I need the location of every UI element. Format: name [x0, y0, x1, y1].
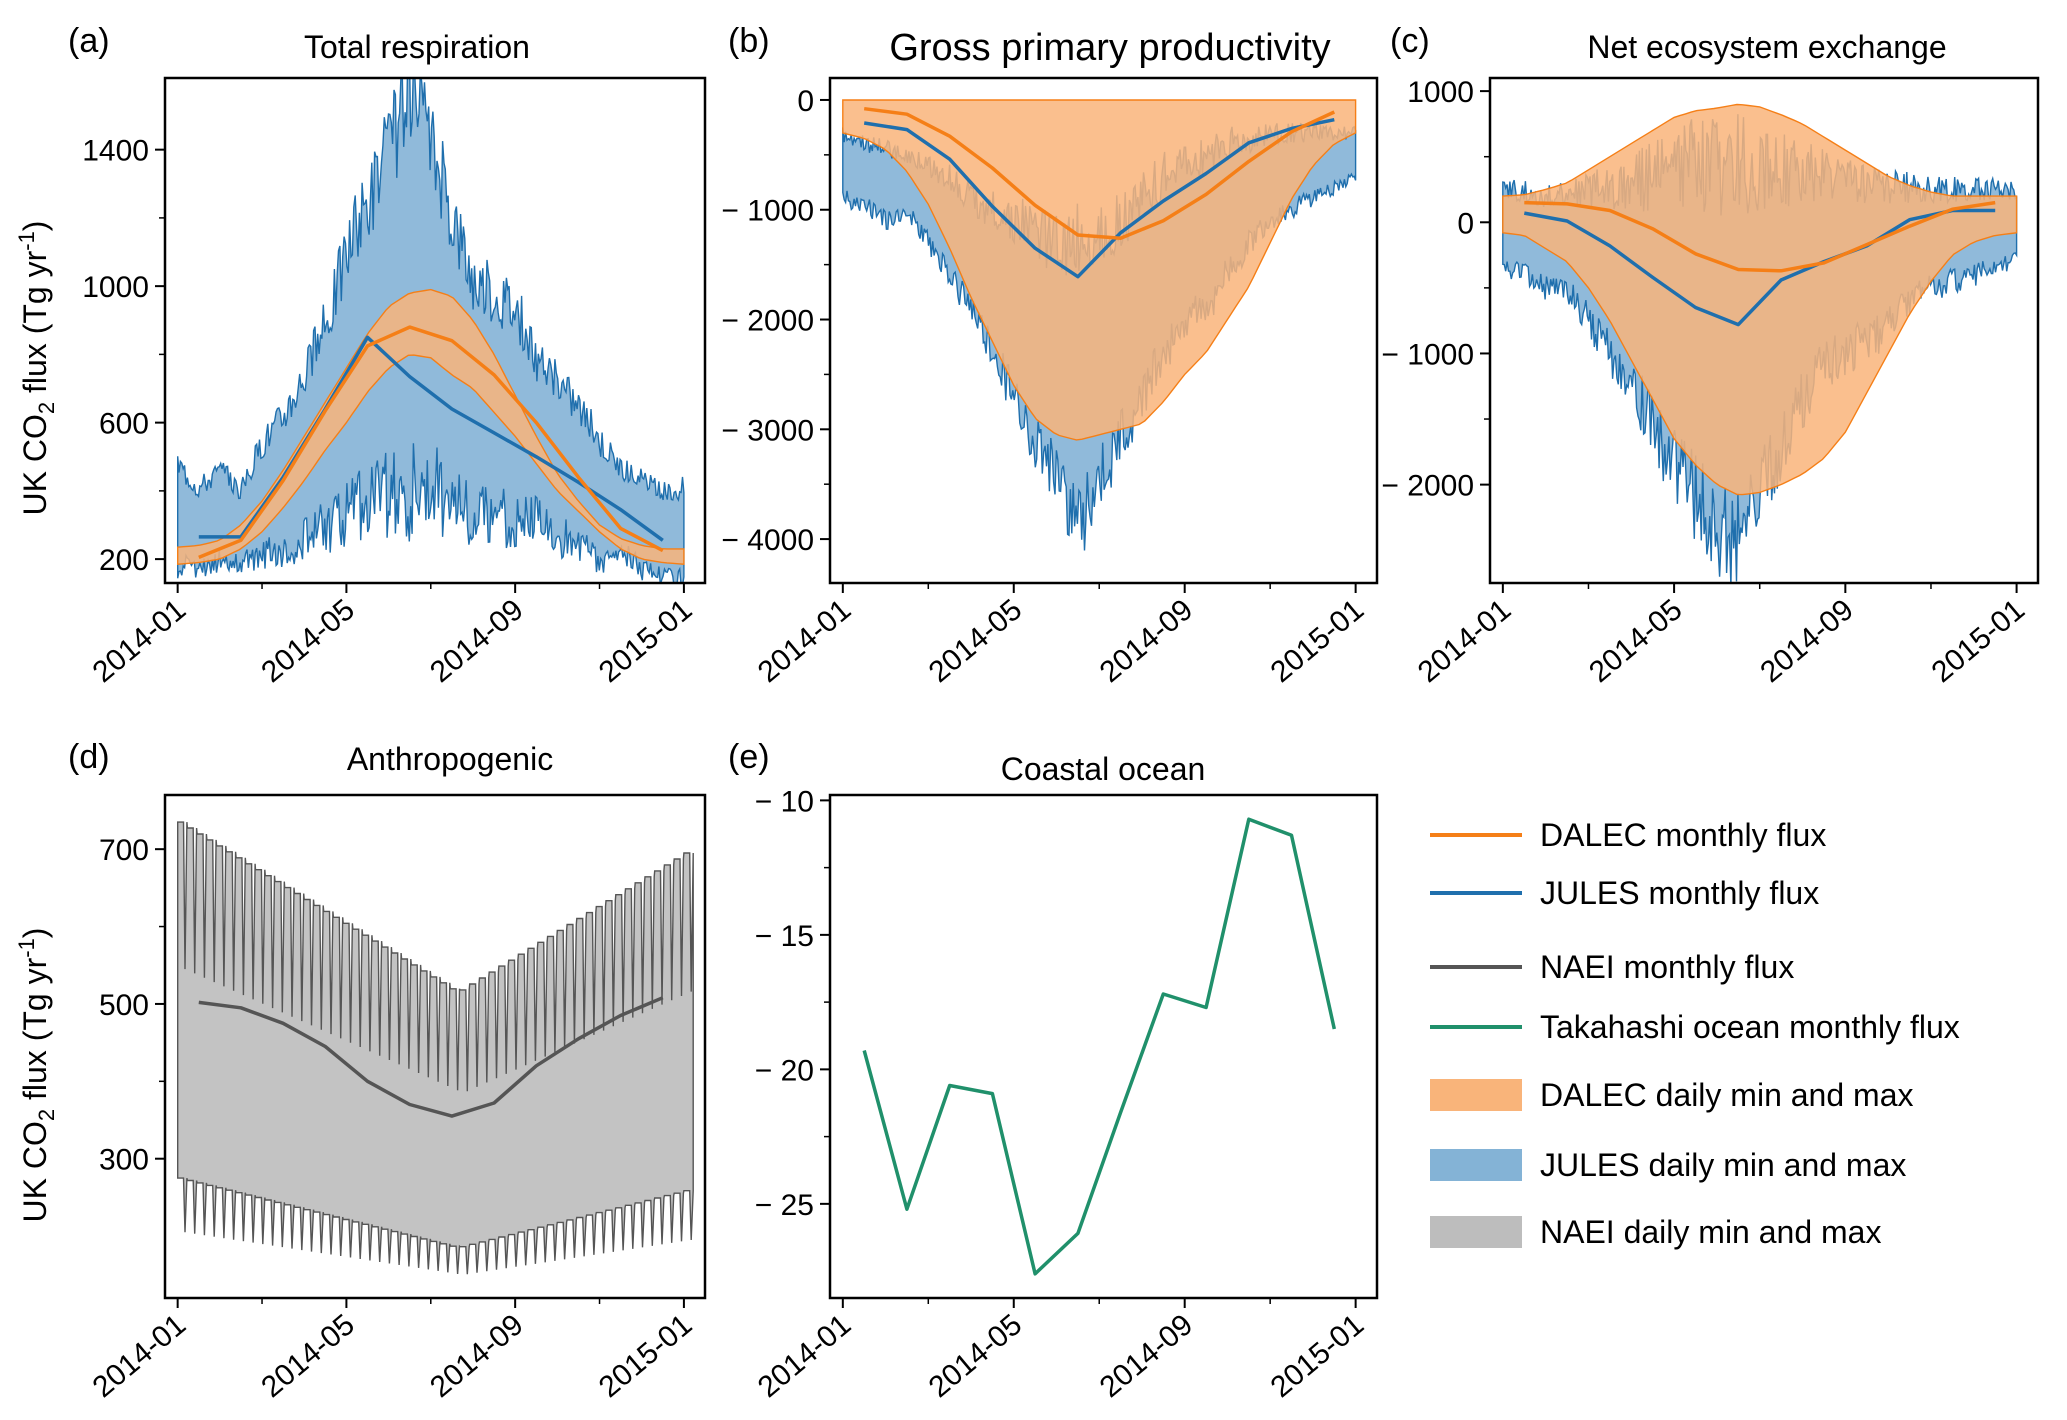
xtick-label-a: 2014-05 — [255, 593, 361, 689]
x-axis-e: 2014-01 2014-05 2014-09 2015-01 — [752, 1298, 1370, 1404]
series-jules-monthly-flux — [863, 117, 1335, 279]
xtick-label-c: 2015-01 — [1926, 593, 2032, 689]
plot-area-e — [862, 817, 1337, 1276]
xtick-label-c: 2014-09 — [1754, 593, 1860, 689]
ytick-label-e: − 10 — [755, 785, 814, 818]
panel-label-b: (b) — [728, 22, 770, 60]
title-b: Gross primary productivity — [889, 27, 1330, 69]
plot-area-c — [1502, 103, 2018, 583]
series-dalec-monthly-flux — [198, 325, 664, 560]
ytick-label-e: − 20 — [755, 1054, 814, 1087]
ytick-label-a: 200 — [99, 544, 149, 577]
x-axis-a: 2014-01 2014-05 2014-09 2015-01 — [87, 583, 699, 689]
legend-patch-6 — [1430, 1216, 1522, 1248]
xtick-label-a: 2014-09 — [424, 593, 530, 689]
frame-e — [828, 793, 1379, 1300]
legend-label-2: NAEI monthly flux — [1540, 949, 1794, 985]
ylabel-d: UK CO2 flux (Tg yr-1) — [14, 928, 59, 1223]
y-axis-b: 0 − 1000 − 2000 − 3000 − 4000 — [721, 85, 830, 557]
xtick-label-b: 2014-05 — [923, 593, 1029, 689]
xtick-label-e: 2014-09 — [1094, 1308, 1200, 1404]
ytick-label-a: 600 — [99, 408, 149, 441]
ytick-label-e: − 25 — [755, 1189, 814, 1222]
xtick-label-e: 2014-05 — [923, 1308, 1029, 1404]
panel-label-c: (c) — [1390, 22, 1430, 60]
xtick-label-a: 2015-01 — [593, 593, 699, 689]
ytick-label-c: 1000 — [1407, 76, 1474, 109]
legend-label-3: Takahashi ocean monthly flux — [1540, 1009, 1960, 1045]
series-takahashi-ocean-monthly-flux — [862, 817, 1337, 1276]
ytick-label-e: − 15 — [755, 920, 814, 953]
xtick-label-e: 2015-01 — [1265, 1308, 1371, 1404]
band-naei-daily-min-and-max — [177, 821, 694, 1275]
y-axis-a: 200 600 1000 1400 — [82, 135, 165, 577]
xtick-label-c: 2014-05 — [1583, 593, 1689, 689]
legend-patch-4 — [1430, 1079, 1522, 1111]
ytick-label-a: 1000 — [82, 271, 149, 304]
ytick-label-a: 1400 — [82, 135, 149, 168]
panel-label-d: (d) — [68, 738, 110, 776]
ylabel-a: UK CO2 flux (Tg yr-1) — [14, 221, 59, 516]
panel-label-a: (a) — [68, 22, 110, 60]
panel-d: 300 500 700 2014-01 2014-05 2014-09 2015-01 — [87, 793, 707, 1404]
panel-a: 200 600 1000 1400 2014-01 2014-05 2014-09 2015-… — [82, 76, 707, 689]
x-axis-c: 2014-01 2014-05 2014-09 2015-01 — [1412, 583, 2031, 689]
frame-a — [163, 76, 707, 585]
title-e: Coastal ocean — [1001, 751, 1206, 787]
y-axis-c: 1000 0 − 1000 − 2000 — [1381, 76, 1490, 503]
series-jules-monthly-flux — [1523, 208, 1996, 327]
ytick-label-d: 300 — [99, 1144, 149, 1177]
ytick-label-d: 500 — [99, 989, 149, 1022]
ytick-label-b: − 2000 — [721, 305, 814, 338]
ytick-label-c: − 2000 — [1381, 470, 1474, 503]
xtick-label-b: 2015-01 — [1265, 593, 1371, 689]
ytick-label-b: 0 — [797, 85, 814, 118]
xtick-label-d: 2014-09 — [424, 1308, 530, 1404]
xtick-label-d: 2015-01 — [593, 1308, 699, 1404]
plot-area-d — [177, 821, 694, 1275]
xtick-label-e: 2014-01 — [752, 1308, 858, 1404]
xtick-label-d: 2014-05 — [255, 1308, 361, 1404]
panel-label-e: (e) — [728, 738, 770, 776]
ytick-label-c: 0 — [1457, 207, 1474, 240]
legend-label-1: JULES monthly flux — [1540, 875, 1819, 911]
ytick-label-b: − 3000 — [721, 414, 814, 447]
legend-patch-5 — [1430, 1149, 1522, 1181]
frame-b — [828, 76, 1379, 585]
legend-label-6: NAEI daily min and max — [1540, 1214, 1881, 1250]
series-dalec-monthly-flux — [863, 106, 1336, 241]
title-c: Net ecosystem exchange — [1587, 29, 1946, 65]
ytick-label-b: − 1000 — [721, 195, 814, 228]
x-axis-b: 2014-01 2014-05 2014-09 2015-01 — [752, 583, 1370, 689]
ytick-label-d: 700 — [99, 834, 149, 867]
plot-area-a — [177, 78, 685, 583]
title-d: Anthropogenic — [347, 741, 553, 777]
band-dalec-daily-min-and-max — [1502, 103, 2018, 496]
xtick-label-b: 2014-09 — [1094, 593, 1200, 689]
plot-area-b — [842, 99, 1357, 551]
xtick-label-b: 2014-01 — [752, 593, 858, 689]
xtick-label-c: 2014-01 — [1412, 593, 1518, 689]
legend: DALEC monthly flux JULES monthly flux NAEI… — [1430, 817, 1960, 1250]
xtick-label-d: 2014-01 — [87, 1308, 193, 1404]
frame-d — [163, 793, 707, 1300]
x-axis-d: 2014-01 2014-05 2014-09 2015-01 — [87, 1298, 699, 1404]
ytick-label-c: − 1000 — [1381, 338, 1474, 371]
legend-label-5: JULES daily min and max — [1540, 1147, 1906, 1183]
series-naei-monthly-flux — [198, 996, 664, 1118]
legend-label-4: DALEC daily min and max — [1540, 1077, 1913, 1113]
frame-c — [1488, 76, 2040, 585]
y-axis-d: 300 500 700 — [99, 834, 165, 1177]
ytick-label-b: − 4000 — [721, 524, 814, 557]
legend-label-0: DALEC monthly flux — [1540, 817, 1826, 853]
title-a: Total respiration — [304, 29, 530, 65]
y-axis-e: − 10 − 15 − 20 − 25 — [755, 785, 830, 1222]
band-dalec-daily-min-and-max — [842, 99, 1357, 441]
xtick-label-a: 2014-01 — [87, 593, 193, 689]
series-dalec-monthly-flux — [1524, 200, 1996, 273]
